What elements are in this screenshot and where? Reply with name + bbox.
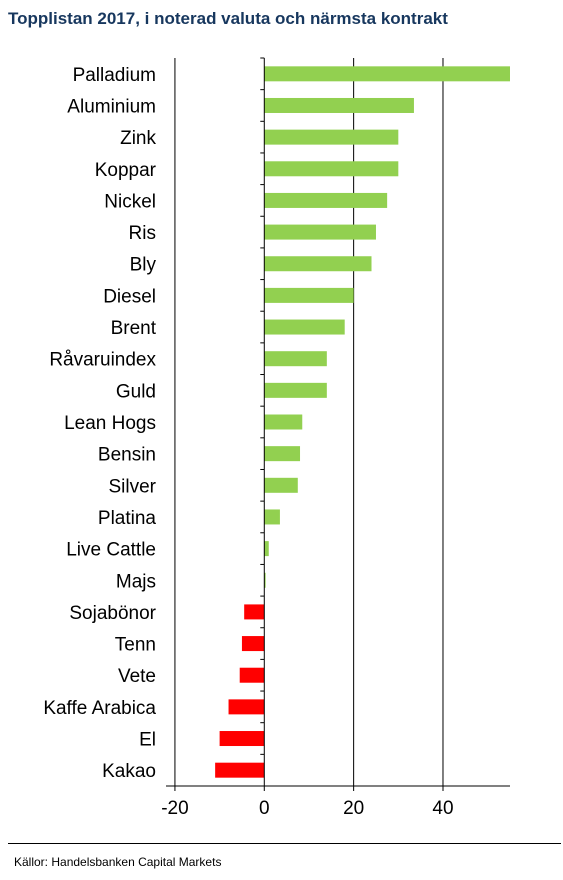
category-label: Vete bbox=[118, 666, 156, 687]
category-label: Palladium bbox=[73, 65, 156, 86]
axes bbox=[166, 57, 510, 791]
category-label: Aluminium bbox=[67, 96, 156, 117]
bar bbox=[264, 541, 269, 557]
category-label: Platina bbox=[98, 508, 157, 529]
category-label: Sojabönor bbox=[69, 603, 156, 624]
bar bbox=[264, 66, 510, 82]
category-label: Lean Hogs bbox=[64, 413, 156, 434]
grid-lines bbox=[174, 58, 444, 786]
bars bbox=[215, 66, 510, 778]
category-label: Nickel bbox=[104, 191, 156, 212]
category-label: Råvaruindex bbox=[49, 350, 156, 371]
bar bbox=[264, 129, 399, 145]
bar bbox=[264, 256, 372, 272]
bar bbox=[264, 382, 327, 398]
x-tick-label: -20 bbox=[161, 798, 188, 819]
bar bbox=[264, 224, 376, 240]
bar bbox=[264, 319, 345, 335]
category-labels: Palladium Aluminium Zink Koppar Nickel Ris Bly… bbox=[43, 65, 156, 782]
x-tick-label: 0 bbox=[259, 798, 270, 819]
bar bbox=[264, 509, 280, 525]
bar bbox=[241, 636, 265, 652]
category-label: Diesel bbox=[103, 286, 156, 307]
chart-title: Topplistan 2017, i noterad valuta och nä… bbox=[8, 9, 448, 28]
bar bbox=[215, 762, 265, 778]
category-label: Zink bbox=[120, 128, 156, 149]
category-label: Silver bbox=[108, 476, 156, 497]
bar-chart: Palladium Aluminium Zink Koppar Nickel Ris Bly… bbox=[43, 57, 510, 819]
category-label: Ris bbox=[129, 223, 156, 244]
bar bbox=[239, 667, 265, 683]
bar bbox=[264, 287, 354, 303]
bar bbox=[264, 572, 266, 588]
category-label: Koppar bbox=[95, 160, 157, 181]
bar bbox=[219, 731, 265, 747]
bar bbox=[264, 351, 327, 367]
bar bbox=[228, 699, 265, 715]
category-label: Bensin bbox=[98, 445, 156, 466]
bar bbox=[244, 604, 265, 620]
category-label: Kaffe Arabica bbox=[43, 698, 156, 719]
source-divider bbox=[8, 843, 561, 844]
x-tick-label: 20 bbox=[343, 798, 364, 819]
category-label: El bbox=[139, 730, 156, 751]
tick-labels: -20 0 20 40 bbox=[161, 798, 453, 819]
bar bbox=[264, 97, 414, 113]
category-label: Bly bbox=[130, 255, 157, 276]
x-tick-label: 40 bbox=[432, 798, 453, 819]
bar bbox=[264, 414, 303, 430]
category-label: Tenn bbox=[115, 635, 156, 656]
bar bbox=[264, 446, 301, 462]
category-label: Live Cattle bbox=[66, 540, 156, 561]
bar bbox=[264, 192, 388, 208]
category-label: Kakao bbox=[102, 761, 156, 782]
source-note: Källor: Handelsbanken Capital Markets bbox=[14, 855, 222, 869]
category-label: Brent bbox=[111, 318, 157, 339]
category-label: Majs bbox=[116, 571, 156, 592]
category-label: Guld bbox=[116, 381, 156, 402]
bar bbox=[264, 477, 298, 493]
bar bbox=[264, 161, 399, 177]
